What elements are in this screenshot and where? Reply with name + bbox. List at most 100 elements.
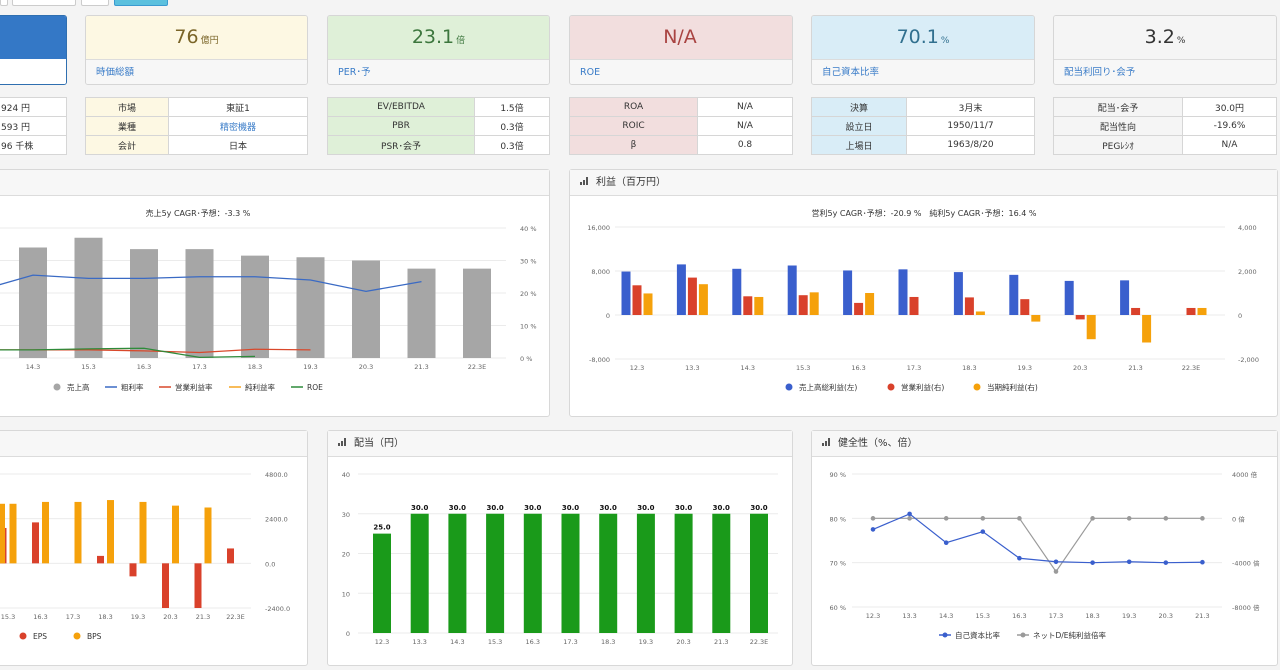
- bar: [0, 503, 5, 564]
- roe-value: N/A: [663, 26, 697, 48]
- industry-link[interactable]: 精密機器: [168, 116, 308, 136]
- table-key: 市場: [85, 97, 169, 117]
- axis-tick-label: 21.3: [196, 613, 210, 621]
- table-value: 0.3倍: [474, 135, 550, 155]
- data-point: [870, 527, 876, 532]
- bar: [698, 284, 708, 315]
- axis-tick-label: 20.3: [163, 613, 177, 621]
- bar: [1197, 307, 1207, 315]
- table-key: PSR･会予: [327, 135, 475, 155]
- sales-panel: 売上5y CAGR･予想：-3.3 % 40 % 30 % 20 % 10 % 0 % 14…: [0, 169, 550, 417]
- legend-label: 営業利益(右): [901, 382, 944, 392]
- eps-bps-panel-header: [0, 431, 307, 457]
- axis-tick-label: -2,000: [1238, 356, 1259, 364]
- table-value: N/A: [697, 97, 793, 117]
- data-point: [907, 511, 912, 517]
- bar: [32, 522, 39, 564]
- data-point: [907, 516, 912, 521]
- per-card: 23.1 倍 PER･予: [327, 15, 550, 85]
- bar: [909, 296, 919, 315]
- axis-tick-label: 0 %: [520, 355, 532, 363]
- axis-tick-label: 19.3: [1122, 612, 1136, 620]
- eps-bps-chart: 4800.0 2400.0 0.0 -2400.0 15.3 16.3 17.3 18.3 19…: [0, 471, 290, 641]
- data-label: 30.0: [486, 504, 503, 512]
- health-chart: 90 % 4000 倍 80 % 0 倍 70 % -4000 倍 60 % -8000 倍 1…: [829, 470, 1259, 640]
- legend-label: BPS: [87, 632, 102, 641]
- axis-tick-label: 20.3: [359, 363, 373, 371]
- per-label[interactable]: PER･予: [328, 59, 549, 84]
- equity-ratio-label[interactable]: 自己資本比率: [812, 59, 1034, 84]
- bar: [1186, 307, 1196, 315]
- axis-tick-label: 10 %: [520, 323, 537, 331]
- data-point: [1053, 569, 1059, 574]
- legend-marker: [73, 632, 81, 640]
- dividend-table: 配当･会予 30.0円 配当性向 -19.6% PEGﾚｼｵ N/A: [1053, 97, 1277, 155]
- chart-title: 営利5y CAGR･予想：-20.9 % 純利5y CAGR･予想：16.4 %: [812, 208, 1037, 218]
- bar: [599, 513, 618, 633]
- top-button-active[interactable]: [114, 0, 168, 6]
- bar: [296, 257, 325, 358]
- axis-tick-label: 18.3: [248, 363, 262, 371]
- axis-tick-label: 17.3: [1049, 612, 1063, 620]
- bar: [854, 302, 864, 315]
- table-key: 上場日: [811, 135, 907, 155]
- data-point: [1126, 516, 1132, 521]
- top-button-2[interactable]: [12, 0, 76, 6]
- roe-label[interactable]: ROE: [570, 59, 792, 84]
- axis-tick-label: 0: [606, 312, 610, 320]
- health-panel: 健全性（%、倍） 90 % 4000 倍 80 % 0 倍 70 % -4000 倍 60 …: [811, 430, 1278, 666]
- axis-tick-label: 22.3E: [226, 613, 245, 621]
- bar: [107, 500, 114, 564]
- bar: [139, 501, 147, 564]
- top-button-3[interactable]: [81, 0, 109, 6]
- legend-label: ネットD/E純利益倍率: [1033, 630, 1107, 640]
- bar: [1020, 299, 1030, 315]
- data-point: [943, 540, 949, 546]
- legend-marker: [785, 383, 793, 391]
- bar: [643, 293, 653, 315]
- table-value: N/A: [697, 116, 793, 136]
- legend-label: 当期純利益(右): [987, 382, 1038, 392]
- dividend-yield-label[interactable]: 配当利回り･会予: [1054, 59, 1276, 84]
- table-key: EV/EBITDA: [327, 97, 475, 117]
- market-cap-value: 76: [174, 26, 199, 48]
- axis-tick-label: 15.3: [81, 363, 95, 371]
- axis-tick-label: 15.3: [488, 638, 502, 646]
- bar: [750, 513, 768, 633]
- bar: [410, 513, 429, 633]
- bar: [712, 513, 731, 633]
- table-key: 会計: [85, 135, 169, 155]
- table-value: 3月末: [906, 97, 1035, 117]
- bar: [241, 255, 269, 358]
- market-cap-label[interactable]: 時価総額: [86, 59, 307, 84]
- axis-tick-label: 18.3: [1085, 612, 1099, 620]
- table-key: 決算: [811, 97, 907, 117]
- bar: [787, 265, 797, 315]
- legend-label: 営業利益率: [175, 382, 213, 392]
- bar: [42, 501, 49, 564]
- axis-tick-label: 14.3: [26, 363, 40, 371]
- bar: [19, 247, 47, 358]
- axis-tick-label: 18.3: [962, 364, 976, 372]
- table-value: 30.0円: [1182, 97, 1277, 117]
- axis-tick-label: 30 %: [520, 258, 537, 266]
- data-point: [1017, 516, 1022, 521]
- axis-tick-label: 13.3: [902, 612, 916, 620]
- price-table-cell: 924 円: [0, 97, 67, 117]
- legend-label: 売上高総利益(左): [799, 382, 857, 392]
- table-value: 0.8: [697, 135, 793, 155]
- bar: [676, 264, 686, 315]
- data-label: 30.0: [713, 504, 730, 512]
- axis-tick-label: 16.3: [1012, 612, 1026, 620]
- bar: [74, 501, 82, 564]
- axis-tick-label: -2400.0: [265, 605, 290, 613]
- top-button-1[interactable]: [0, 0, 8, 6]
- profit-panel: 利益（百万円） 営利5y CAGR･予想：-20.9 % 純利5y CAGR･予…: [569, 169, 1278, 417]
- axis-tick-label: 12.3: [866, 612, 880, 620]
- bar-chart-icon: [822, 438, 832, 446]
- corporate-table: 決算 3月末 設立日 1950/11/7 上場日 1963/8/20: [811, 97, 1035, 155]
- axis-tick-label: 12.3: [630, 364, 644, 372]
- bar: [523, 513, 542, 633]
- table-key: β: [569, 135, 698, 155]
- bar: [486, 513, 505, 633]
